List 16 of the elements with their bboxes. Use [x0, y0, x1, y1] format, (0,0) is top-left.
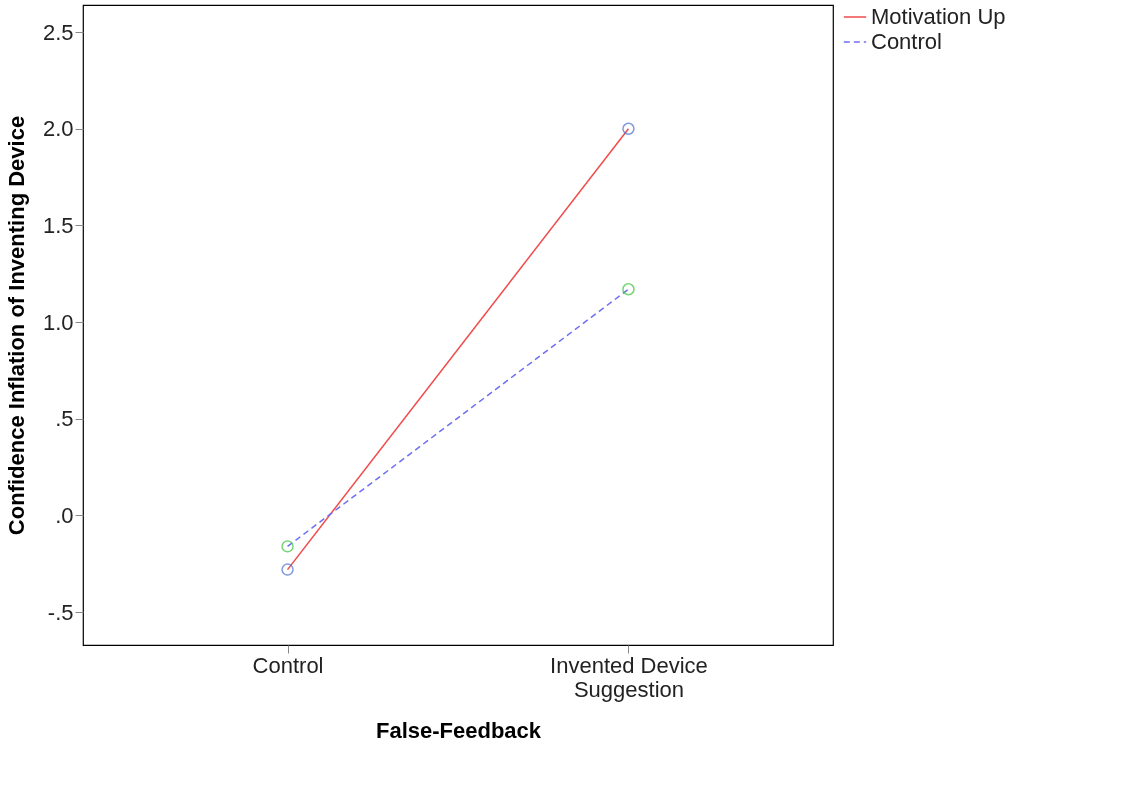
- x-tick-label: Invented Device Suggestion: [550, 652, 708, 702]
- legend-label: Control: [871, 29, 942, 54]
- point: [281, 563, 294, 576]
- y-tick-label: 2.5: [42, 19, 74, 45]
- legend-label: Motivation Up: [871, 4, 1006, 29]
- point: [622, 283, 635, 296]
- x-axis-title: False-Feedback: [375, 717, 542, 743]
- y-tick-label: .0: [55, 502, 74, 528]
- y-tick-label: 2.0: [42, 116, 74, 142]
- y-tick-label: .5: [55, 406, 74, 432]
- y-tick-label: 1.5: [42, 212, 74, 238]
- y-axis-title: Confidence Inflation of Inventing Device: [3, 115, 29, 536]
- point: [281, 540, 294, 553]
- y-tick-label: -.5: [47, 599, 74, 625]
- y-tick-label: 1.0: [42, 309, 74, 335]
- point: [622, 122, 635, 135]
